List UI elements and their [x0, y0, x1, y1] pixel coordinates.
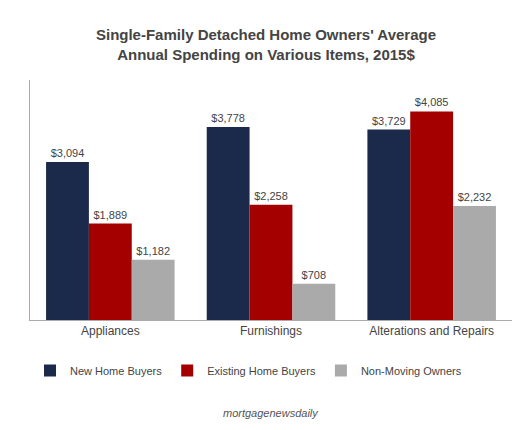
svg-text:Non-Moving Owners: Non-Moving Owners: [361, 365, 462, 377]
svg-text:$1,182: $1,182: [136, 245, 170, 257]
svg-text:$3,778: $3,778: [211, 112, 245, 124]
svg-text:Existing Home Buyers: Existing Home Buyers: [207, 365, 316, 377]
svg-text:$1,889: $1,889: [94, 209, 128, 221]
svg-text:New Home Buyers: New Home Buyers: [70, 365, 162, 377]
svg-text:$2,232: $2,232: [458, 191, 492, 203]
svg-text:Appliances: Appliances: [81, 324, 140, 338]
svg-text:$2,258: $2,258: [254, 190, 288, 202]
svg-text:$4,085: $4,085: [415, 96, 449, 108]
svg-text:$3,094: $3,094: [51, 147, 85, 159]
svg-text:$708: $708: [302, 269, 326, 281]
svg-text:Single-Family Detached Home Ow: Single-Family Detached Home Owners' Aver…: [96, 26, 436, 63]
svg-text:mortgagenewsdaily: mortgagenewsdaily: [223, 407, 319, 419]
svg-text:Furnishings: Furnishings: [240, 324, 302, 338]
svg-text:Alterations and Repairs: Alterations and Repairs: [369, 324, 494, 338]
svg-text:$3,729: $3,729: [372, 115, 406, 127]
